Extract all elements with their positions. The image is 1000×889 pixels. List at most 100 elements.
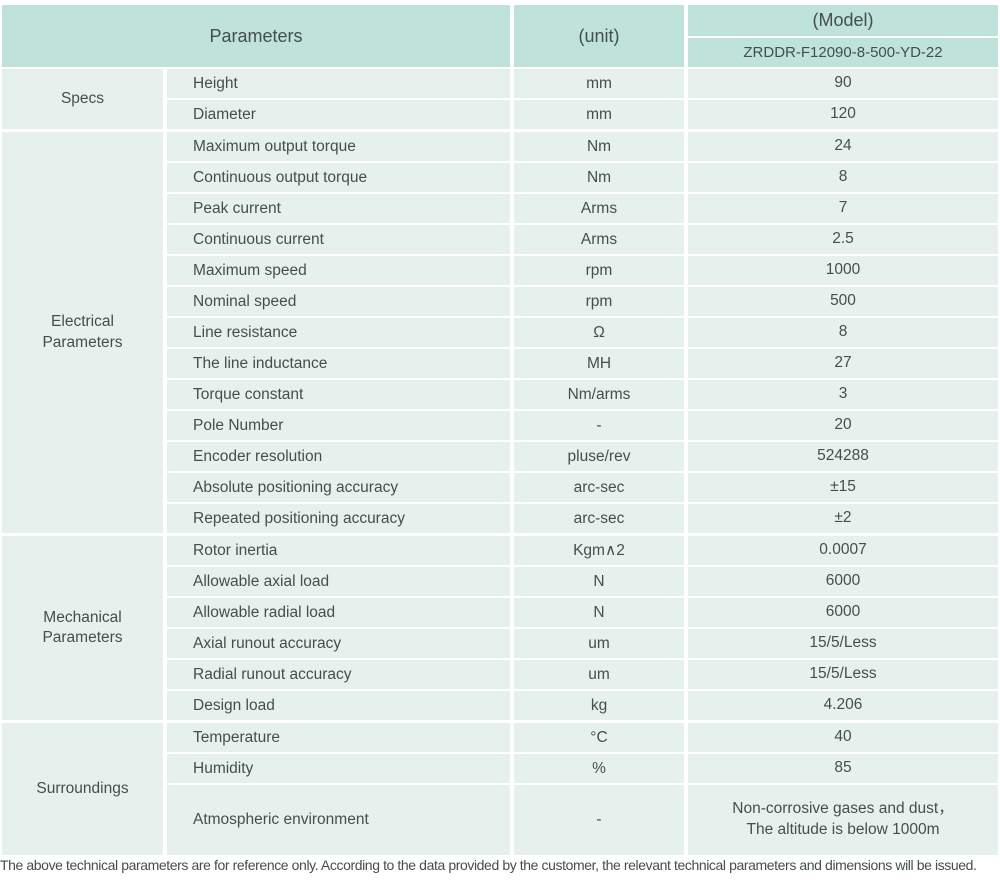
param-cell: The line inductance: [167, 349, 510, 378]
unit-cell: MH: [514, 349, 684, 378]
table-row: Torque constant Nm/arms 3: [167, 380, 998, 409]
header-unit: (unit): [514, 5, 684, 67]
table-row: Maximum output torque Nm 24: [167, 132, 998, 161]
unit-cell: pluse/rev: [514, 442, 684, 471]
group-label-text: Specs: [60, 89, 105, 107]
group-label-text: Mechanical Parameters: [42, 608, 123, 646]
param-cell: Atmospheric environment: [167, 785, 510, 855]
table-row: Pole Number -20: [167, 411, 998, 440]
unit-cell: -: [514, 411, 684, 440]
value-cell: 90: [688, 69, 998, 98]
param-cell: Line resistance: [167, 318, 510, 347]
param-cell: Torque constant: [167, 380, 510, 409]
group-label-text: Surroundings: [36, 779, 129, 797]
table-row: Peak current Arms 7: [167, 194, 998, 223]
header-parameters: Parameters: [2, 5, 510, 67]
table-row: Maximum speed rpm 1000: [167, 256, 998, 285]
header-model-column: (Model) ZRDDR-F12090-8-500-YD-22: [688, 5, 998, 67]
table-section: Specs Height mm 90 Diameter mm 120: [2, 69, 998, 129]
value-cell: 524288: [688, 442, 998, 471]
param-cell: Absolute positioning accuracy: [167, 473, 510, 502]
param-cell: Height: [167, 69, 510, 98]
unit-cell: rpm: [514, 256, 684, 285]
value-cell: ±15: [688, 473, 998, 502]
value-cell: 40: [688, 723, 998, 752]
footer-note: The above technical parameters are for r…: [0, 857, 977, 873]
table-row: Allowable radial load N 6000: [167, 598, 998, 627]
table-body: Specs Height mm 90 Diameter mm 120 Electrical P…: [2, 69, 998, 855]
param-cell: Continuous output torque: [167, 163, 510, 192]
param-cell: Pole Number: [167, 411, 510, 440]
param-cell: Humidity: [167, 754, 510, 783]
value-cell: 15/5/Less: [688, 629, 998, 658]
value-cell: ±2: [688, 504, 998, 533]
value-cell: 7: [688, 194, 998, 223]
param-cell: Temperature: [167, 723, 510, 752]
value-cell: 1000: [688, 256, 998, 285]
param-cell: Nominal speed: [167, 287, 510, 316]
unit-cell: %: [514, 754, 684, 783]
table-row: Absolute positioning accuracy arc-sec ±15: [167, 473, 998, 502]
unit-cell: um: [514, 660, 684, 689]
table-row: Temperature °C 40: [167, 723, 998, 752]
table-row: Nominal speed rpm 500: [167, 287, 998, 316]
table-row: Continuous output torque Nm 8: [167, 163, 998, 192]
param-cell: Diameter: [167, 100, 510, 129]
unit-cell: um: [514, 629, 684, 658]
table-row: Atmospheric environment - Non-corrosive ga…: [167, 785, 998, 855]
param-cell: Maximum output torque: [167, 132, 510, 161]
param-cell: Radial runout accuracy: [167, 660, 510, 689]
group-label: Surroundings: [2, 723, 163, 855]
unit-cell: -: [514, 785, 684, 855]
param-cell: Axial runout accuracy: [167, 629, 510, 658]
table-row: The line inductance MH 27: [167, 349, 998, 378]
unit-cell: arc-sec: [514, 473, 684, 502]
unit-cell: kg: [514, 691, 684, 720]
unit-cell: N: [514, 567, 684, 596]
param-cell: Allowable axial load: [167, 567, 510, 596]
table-header: Parameters (unit) (Model) ZRDDR-F12090-8…: [2, 5, 998, 67]
value-cell: 120: [688, 100, 998, 129]
table-row: Encoder resolution pluse/rev 524288: [167, 442, 998, 471]
table-row: Diameter mm 120: [167, 100, 998, 129]
value-cell: 24: [688, 132, 998, 161]
section-rows: Height mm 90 Diameter mm 120: [167, 69, 998, 129]
param-cell: Peak current: [167, 194, 510, 223]
value-cell: Non-corrosive gases and dust， The altitu…: [688, 785, 998, 855]
header-model-label: (Model): [688, 5, 998, 36]
table-section: Mechanical Parameters Rotor inertia Kgm∧2 0…: [2, 536, 998, 720]
unit-cell: arc-sec: [514, 504, 684, 533]
value-cell: 15/5/Less: [688, 660, 998, 689]
unit-cell: Ω: [514, 318, 684, 347]
value-cell: 2.5: [688, 225, 998, 254]
table-row: Line resistance Ω 8: [167, 318, 998, 347]
group-label-text: Electrical Parameters: [42, 313, 123, 351]
table-row: Humidity% 85: [167, 754, 998, 783]
value-cell: 8: [688, 163, 998, 192]
value-cell: 6000: [688, 598, 998, 627]
table-row: Repeated positioning accuracy arc-sec ±2: [167, 504, 998, 533]
value-cell: 27: [688, 349, 998, 378]
group-label: Mechanical Parameters: [2, 536, 163, 720]
value-cell: 0.0007: [688, 536, 998, 565]
unit-cell: Nm/arms: [514, 380, 684, 409]
value-cell: 8: [688, 318, 998, 347]
table-row: Allowable axial load N 6000: [167, 567, 998, 596]
spec-table: Parameters (unit) (Model) ZRDDR-F12090-8…: [2, 5, 998, 855]
unit-cell: Arms: [514, 194, 684, 223]
unit-cell: mm: [514, 69, 684, 98]
param-cell: Maximum speed: [167, 256, 510, 285]
section-rows: Temperature °C 40 Humidity% 85 Atmospheric en…: [167, 723, 998, 855]
value-cell: 3: [688, 380, 998, 409]
unit-cell: Nm: [514, 132, 684, 161]
value-cell: 20: [688, 411, 998, 440]
param-cell: Design load: [167, 691, 510, 720]
table-section: Surroundings Temperature °C 40 Humidity% 85 At…: [2, 723, 998, 855]
value-cell: 500: [688, 287, 998, 316]
unit-cell: Arms: [514, 225, 684, 254]
unit-cell: °C: [514, 723, 684, 752]
table-row: Height mm 90: [167, 69, 998, 98]
table-section: Electrical Parameters Maximum output torq…: [2, 132, 998, 533]
group-label: Electrical Parameters: [2, 132, 163, 533]
